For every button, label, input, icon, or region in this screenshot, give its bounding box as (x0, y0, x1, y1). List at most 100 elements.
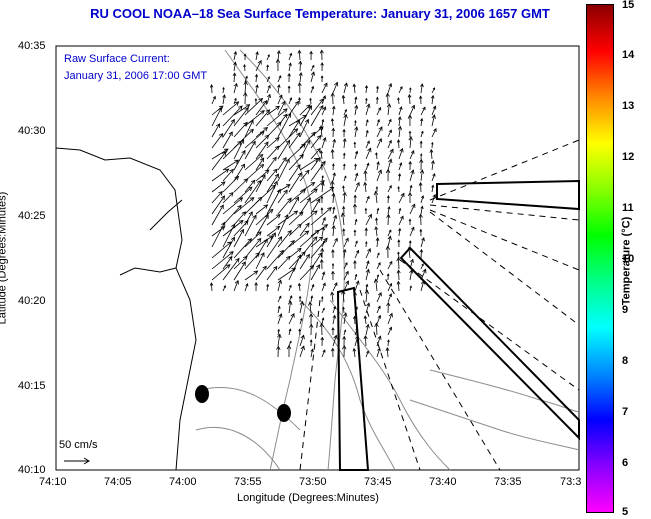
current-vector-head (366, 302, 371, 307)
current-vector-head (378, 126, 383, 131)
current-vector (397, 281, 400, 292)
current-vector-head (329, 186, 335, 192)
current-vector (409, 204, 416, 215)
current-vector-head (233, 82, 238, 87)
x-tick-label: 74:05 (104, 476, 132, 488)
current-vector (222, 224, 235, 248)
current-vector (354, 316, 356, 325)
current-vector-head (244, 220, 249, 225)
current-vector-head (316, 198, 321, 204)
current-vector-head (355, 181, 360, 187)
current-vector (277, 158, 290, 182)
current-vector-head (274, 173, 279, 179)
current-vector-head (419, 158, 424, 163)
current-vector-head (305, 253, 310, 259)
current-vector (431, 185, 434, 193)
current-vector-head (285, 184, 291, 189)
current-vector-head (290, 240, 295, 245)
current-vector (288, 301, 291, 314)
current-vector-head (407, 114, 413, 119)
current-vector-head (420, 280, 425, 285)
current-vector (277, 306, 280, 314)
current-vector (277, 94, 283, 105)
current-vector (343, 109, 347, 116)
current-vector (222, 192, 234, 204)
current-vector (299, 72, 302, 83)
current-vector (332, 106, 335, 116)
current-vector (343, 330, 346, 336)
current-vector (255, 85, 258, 94)
current-vector-head (386, 103, 392, 108)
current-vector-head (364, 227, 368, 231)
current-vector-head (375, 217, 379, 221)
current-vector-head (345, 280, 350, 285)
current-vector (244, 180, 256, 193)
current-vector (332, 315, 336, 325)
current-vector-head (312, 236, 318, 241)
current-vector-head (309, 50, 313, 55)
current-vector (310, 98, 312, 105)
current-vector-head (231, 223, 236, 229)
current-vector (222, 256, 233, 270)
current-vector-head (258, 97, 264, 103)
current-vector-head (304, 230, 310, 235)
current-vector (387, 206, 390, 215)
current-vector-head (233, 50, 237, 55)
current-vector-head (421, 130, 424, 134)
current-vector-head (396, 280, 401, 285)
current-vector-head (240, 163, 246, 169)
current-vector-head (331, 327, 335, 331)
current-vector (233, 139, 244, 160)
current-vector (299, 230, 320, 248)
current-vector (288, 224, 302, 237)
current-vector-head (294, 100, 299, 106)
current-vector-head (407, 246, 412, 252)
current-vector (332, 335, 337, 347)
current-vector-head (289, 284, 292, 288)
current-vector-head (273, 168, 278, 174)
current-vector (431, 173, 436, 182)
current-vector-head (421, 195, 425, 199)
current-vector-head (354, 119, 357, 123)
current-vector-head (243, 121, 248, 127)
current-vector (364, 182, 367, 193)
current-vector-head (316, 134, 322, 140)
current-vector (277, 296, 282, 303)
current-vector (299, 254, 310, 270)
current-vector-head (229, 251, 234, 256)
current-vector (354, 173, 358, 182)
current-vector-head (408, 240, 412, 244)
current-vector (211, 84, 213, 94)
current-vector-head (319, 322, 325, 328)
current-vector (375, 152, 378, 160)
current-vector-head (248, 211, 253, 216)
current-vector (354, 151, 358, 160)
current-vector-head (409, 87, 412, 90)
current-vector (277, 329, 280, 336)
current-vector-head (301, 143, 306, 148)
current-vector (353, 348, 356, 358)
current-vector (255, 266, 267, 281)
current-vector-head (277, 279, 283, 285)
current-vector (310, 264, 321, 281)
current-vector (233, 98, 237, 105)
current-vector (266, 157, 277, 171)
current-vector-head (322, 282, 326, 287)
current-vector (321, 349, 326, 358)
current-vector-head (234, 97, 237, 101)
current-vector-head (385, 168, 391, 174)
current-vector-head (365, 240, 368, 244)
current-vector-head (308, 301, 313, 306)
current-vector-head (377, 118, 380, 123)
current-vector-head (343, 312, 348, 317)
x-axis-label: Longitude (Degrees:Minutes) (237, 492, 379, 504)
current-vector-head (311, 131, 316, 137)
current-vector (277, 84, 280, 94)
current-vector-head (309, 323, 314, 328)
current-vector-head (260, 157, 265, 163)
current-vector-head (376, 274, 380, 277)
current-vector-head (332, 314, 337, 319)
current-vector-head (319, 125, 324, 130)
current-vector-head (398, 207, 402, 211)
current-vector (211, 107, 222, 127)
